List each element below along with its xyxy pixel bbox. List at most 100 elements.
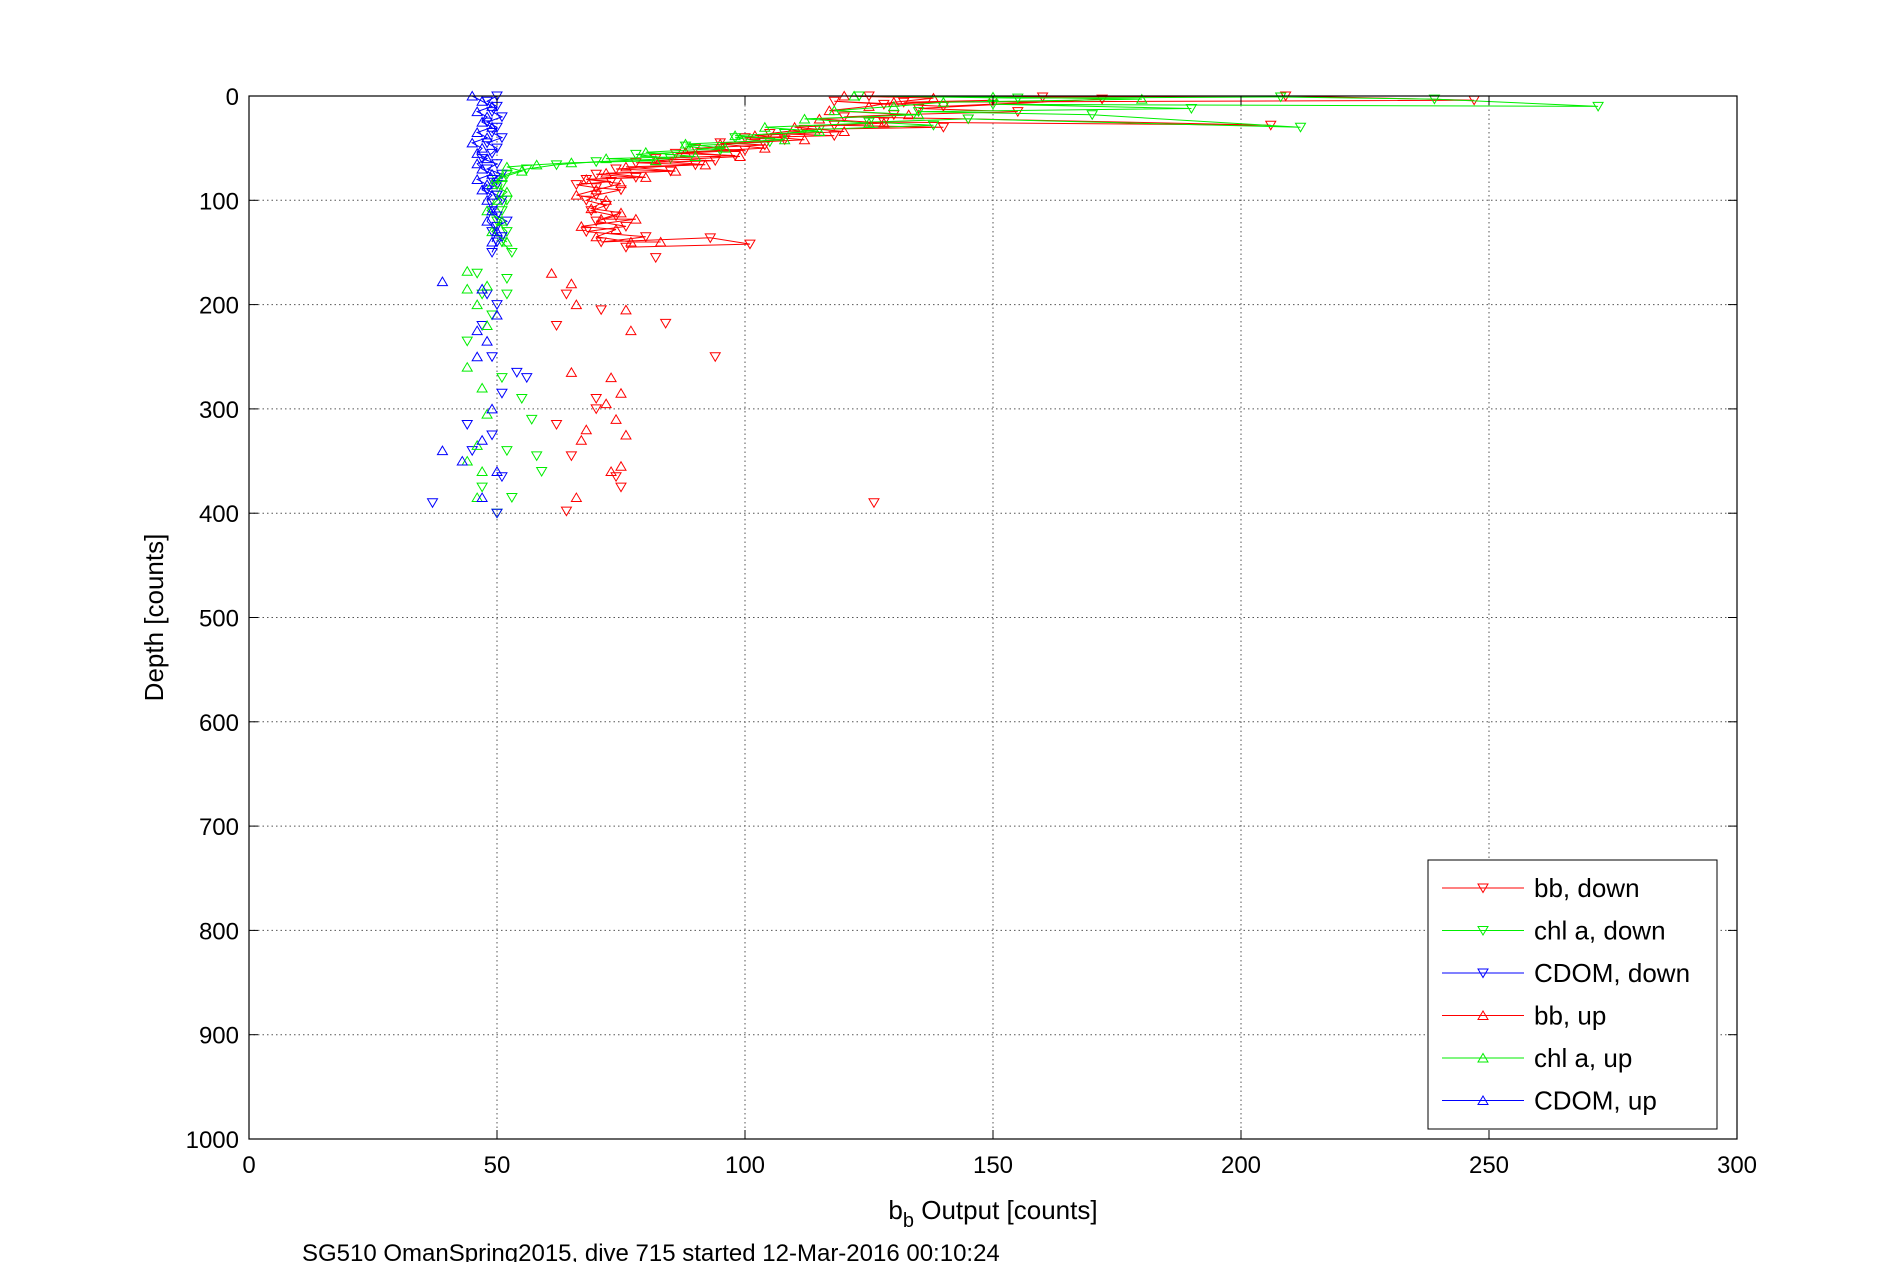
data-point bbox=[476, 382, 488, 393]
x-tick-label: 250 bbox=[1469, 1152, 1509, 1179]
legend-marker bbox=[1477, 1052, 1489, 1063]
legend-label: chl a, up bbox=[1534, 1043, 1632, 1073]
series-line bbox=[470, 95, 498, 243]
data-point bbox=[515, 165, 528, 176]
data-point bbox=[496, 206, 508, 217]
data-point bbox=[550, 160, 563, 171]
data-point bbox=[486, 100, 498, 111]
data-point bbox=[525, 414, 538, 425]
data-point bbox=[481, 194, 493, 205]
data-point bbox=[630, 149, 642, 160]
data-point bbox=[625, 325, 637, 336]
y-tick-label: 0 bbox=[226, 84, 239, 111]
data-point bbox=[585, 203, 598, 214]
data-point bbox=[615, 207, 627, 218]
y-tick-label: 900 bbox=[199, 1023, 239, 1050]
legend-marker bbox=[1477, 1010, 1489, 1020]
legend: bb, down chl a, down CDOM, down bb, up chl a… bbox=[1427, 859, 1718, 1130]
dive-caption: SG510 OmanSpring2015, dive 715 started 1… bbox=[302, 1240, 1000, 1262]
x-axis-label-rest: Output [counts] bbox=[914, 1195, 1098, 1225]
x-tick-label: 100 bbox=[725, 1152, 765, 1179]
data-point bbox=[709, 352, 722, 363]
legend-label: CDOM, down bbox=[1534, 958, 1690, 988]
data-point bbox=[486, 128, 498, 138]
data-point bbox=[471, 147, 484, 158]
data-point bbox=[798, 134, 811, 145]
data-point bbox=[625, 236, 637, 247]
data-point bbox=[476, 116, 488, 127]
data-point bbox=[476, 163, 488, 174]
x-tick-label: 0 bbox=[242, 1152, 255, 1179]
data-point bbox=[838, 125, 851, 136]
data-point bbox=[545, 267, 558, 278]
data-point bbox=[570, 180, 583, 191]
data-point bbox=[501, 161, 513, 172]
data-point bbox=[590, 393, 603, 404]
data-point bbox=[476, 482, 488, 493]
data-point bbox=[610, 413, 622, 424]
data-point bbox=[927, 120, 940, 131]
data-point bbox=[897, 97, 910, 108]
data-point bbox=[476, 142, 488, 153]
data-point bbox=[491, 159, 503, 170]
data-point bbox=[501, 289, 513, 300]
data-point bbox=[481, 138, 493, 149]
data-point bbox=[590, 231, 603, 242]
data-point bbox=[605, 372, 617, 383]
data-point bbox=[1274, 92, 1287, 103]
data-point bbox=[600, 201, 612, 212]
data-point bbox=[481, 215, 493, 226]
data-point bbox=[476, 465, 488, 476]
data-point bbox=[506, 247, 518, 258]
data-point bbox=[679, 141, 692, 152]
data-point bbox=[496, 373, 508, 384]
data-point bbox=[863, 100, 875, 111]
data-point bbox=[461, 420, 474, 431]
data-point bbox=[590, 216, 603, 227]
data-point bbox=[615, 387, 627, 398]
data-point bbox=[639, 232, 652, 243]
data-point bbox=[630, 213, 642, 224]
data-point bbox=[550, 420, 563, 431]
data-point bbox=[887, 100, 900, 111]
data-point bbox=[610, 472, 622, 483]
data-point bbox=[461, 336, 474, 347]
x-tick-label: 50 bbox=[484, 1152, 511, 1179]
data-point bbox=[570, 299, 583, 310]
data-point bbox=[590, 404, 603, 415]
data-point bbox=[481, 335, 493, 346]
data-point bbox=[620, 221, 632, 232]
legend-marker bbox=[1477, 883, 1489, 894]
data-point bbox=[491, 300, 503, 311]
data-point bbox=[496, 112, 508, 123]
data-point bbox=[520, 373, 533, 384]
data-point bbox=[486, 174, 498, 185]
data-point bbox=[481, 179, 493, 190]
data-point bbox=[610, 164, 622, 175]
data-point bbox=[590, 183, 603, 194]
data-point bbox=[575, 434, 588, 445]
data-point bbox=[615, 178, 627, 189]
x-tick-label: 200 bbox=[1221, 1152, 1261, 1179]
data-point bbox=[749, 130, 761, 141]
data-point bbox=[937, 122, 950, 133]
data-point bbox=[496, 388, 508, 399]
data-point bbox=[426, 498, 439, 509]
legend-entry: bb, down bbox=[1442, 873, 1640, 903]
data-point bbox=[436, 445, 449, 456]
data-point bbox=[471, 325, 484, 336]
data-point bbox=[615, 482, 627, 493]
data-point bbox=[620, 429, 632, 440]
data-point bbox=[719, 142, 732, 153]
data-point bbox=[481, 111, 493, 122]
data-point bbox=[828, 105, 841, 116]
data-point bbox=[595, 305, 608, 316]
data-point bbox=[496, 133, 508, 144]
data-point bbox=[501, 446, 513, 457]
data-series bbox=[426, 90, 1604, 519]
data-point bbox=[496, 215, 508, 226]
legend-marker bbox=[1477, 926, 1489, 936]
data-point bbox=[476, 184, 488, 195]
data-point bbox=[476, 492, 488, 503]
data-point bbox=[962, 114, 975, 125]
